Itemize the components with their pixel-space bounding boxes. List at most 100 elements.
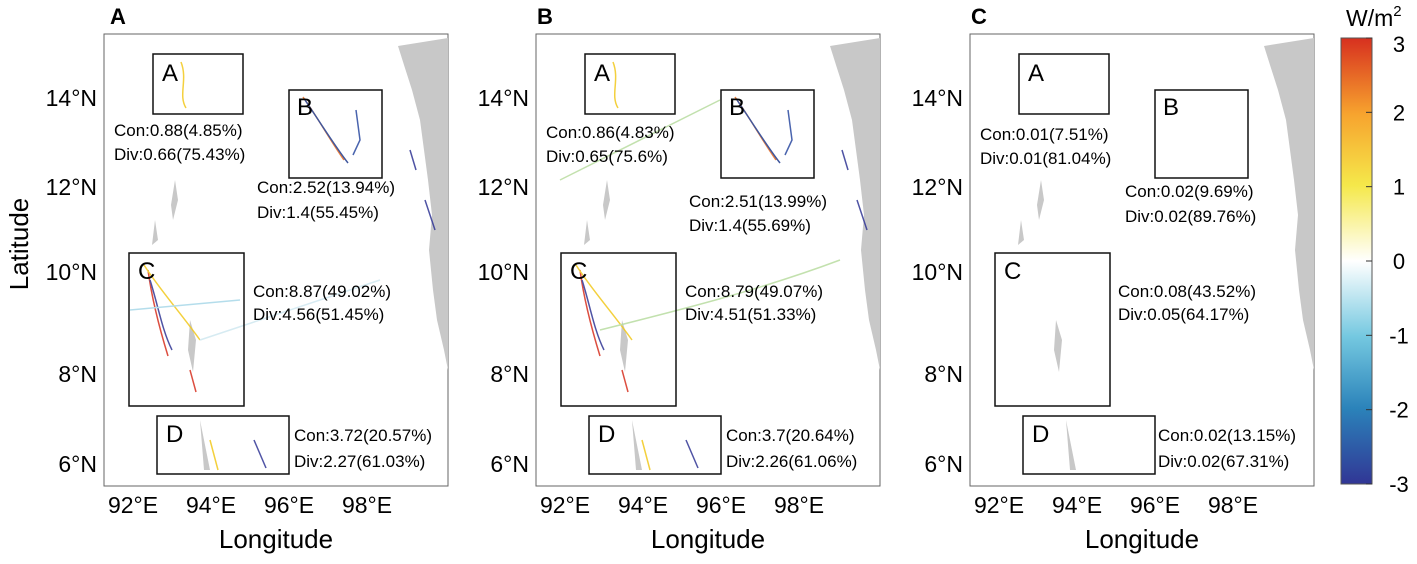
y-tick: 6°N	[58, 451, 97, 477]
y-tick: 12°N	[46, 174, 97, 200]
region-box-d	[588, 415, 722, 475]
x-tick: 96°E	[696, 492, 746, 518]
y-tick: 14°N	[912, 85, 963, 111]
region-box-c	[128, 252, 245, 407]
region-box-a-label: A	[594, 60, 610, 87]
region-box-c	[560, 252, 677, 407]
y-axis-title: Latitude	[4, 198, 34, 291]
colorbar-tick-label: 3	[1393, 32, 1405, 57]
stat-d-con: Con:3.72(20.57%)	[294, 426, 432, 445]
stat-a-con: Con:0.01(7.51%)	[980, 125, 1109, 144]
region-box-b-label: B	[297, 94, 313, 121]
y-tick: 12°N	[478, 174, 529, 200]
stat-d-con: Con:3.7(20.64%)	[726, 426, 855, 445]
region-box-d-label: D	[1032, 421, 1049, 448]
region-box-b-label: B	[729, 94, 745, 121]
x-tick: 98°E	[342, 492, 392, 518]
stat-b-con: Con:2.52(13.94%)	[257, 178, 395, 197]
region-box-b-label: B	[1163, 94, 1179, 121]
x-axis-title: Longitude	[1085, 524, 1199, 554]
region-box-d	[1022, 415, 1156, 475]
x-tick: 98°E	[774, 492, 824, 518]
colorbar-tick-label: 2	[1393, 100, 1405, 125]
region-box-a-label: A	[1028, 60, 1044, 87]
stat-d-div: Div:2.27(61.03%)	[294, 452, 425, 471]
y-tick: 14°N	[478, 85, 529, 111]
region-box-c-label: C	[570, 258, 587, 285]
x-tick: 92°E	[974, 492, 1024, 518]
colorbar-unit-sup: 2	[1393, 3, 1401, 20]
stat-d-div: Div:0.02(67.31%)	[1158, 452, 1289, 471]
map-frame	[535, 33, 881, 487]
stat-c-div: Div:4.51(51.33%)	[685, 305, 816, 324]
stat-c-con: Con:0.08(43.52%)	[1118, 282, 1256, 301]
y-tick: 8°N	[58, 361, 97, 387]
region-box-b	[288, 89, 383, 179]
colorbar-tick-label: -1	[1389, 323, 1409, 348]
island-chain	[152, 180, 210, 470]
colorbar-unit: W/m2	[1346, 3, 1402, 31]
x-tick: 98°E	[1208, 492, 1258, 518]
island-chain	[1018, 180, 1076, 470]
stat-a-div: Div:0.01(81.04%)	[980, 149, 1111, 168]
stat-a-con: Con:0.88(4.85%)	[114, 121, 243, 140]
stat-b-div: Div:1.4(55.69%)	[689, 216, 811, 235]
region-box-c-label: C	[1004, 258, 1021, 285]
colorbar-tick-label: 0	[1393, 249, 1405, 274]
colorbar-unit-base: W/m	[1346, 5, 1393, 31]
region-box-c	[994, 252, 1111, 407]
y-tick: 10°N	[478, 259, 529, 285]
colorbar-tick-label: -2	[1389, 398, 1409, 423]
x-axis-title: Longitude	[219, 524, 333, 554]
stat-a-div: Div:0.66(75.43%)	[114, 145, 245, 164]
colorbar-tick-label: 1	[1393, 175, 1405, 200]
field-signal	[559, 61, 868, 471]
stat-a-div: Div:0.65(75.6%)	[546, 147, 668, 166]
stat-b-con: Con:0.02(9.69%)	[1125, 182, 1254, 201]
colorbar-tick-label: -3	[1389, 472, 1409, 497]
x-tick: 94°E	[186, 492, 236, 518]
region-box-d-label: D	[598, 421, 615, 448]
region-box-a	[152, 53, 244, 115]
x-tick: 94°E	[618, 492, 668, 518]
x-tick: 96°E	[264, 492, 314, 518]
region-box-b	[720, 89, 815, 179]
x-tick: 92°E	[540, 492, 590, 518]
y-tick: 14°N	[46, 85, 97, 111]
region-box-c-label: C	[138, 258, 155, 285]
region-box-a	[584, 53, 676, 115]
y-tick: 8°N	[490, 361, 529, 387]
stat-d-div: Div:2.26(61.06%)	[726, 452, 857, 471]
panel-c: C A B C D Con:0.01(7.51%) Div:0.01(81.04…	[912, 4, 1315, 554]
stat-c-div: Div:0.05(64.17%)	[1118, 305, 1249, 324]
x-tick: 92°E	[108, 492, 158, 518]
y-tick: 10°N	[912, 259, 963, 285]
panel-label: A	[110, 4, 126, 29]
y-tick: 10°N	[46, 259, 97, 285]
region-box-b	[1154, 89, 1249, 179]
y-tick: 8°N	[924, 361, 963, 387]
coastline-land	[1264, 38, 1314, 370]
map-frame	[969, 33, 1315, 487]
region-box-a	[1018, 53, 1110, 115]
y-tick: 6°N	[490, 451, 529, 477]
colorbar-ticks: 3 2 1 0 -1 -2 -3	[1366, 32, 1409, 497]
y-tick: 12°N	[912, 174, 963, 200]
panel-label: C	[971, 4, 987, 29]
stat-d-con: Con:0.02(13.15%)	[1158, 426, 1296, 445]
x-tick: 94°E	[1052, 492, 1102, 518]
stat-c-con: Con:8.79(49.07%)	[685, 282, 823, 301]
region-box-d	[156, 415, 290, 475]
x-axis-title: Longitude	[651, 524, 765, 554]
panel-b: B A B C D Con:0.86(4.83%) Div:0.6	[478, 4, 881, 554]
panel-a: A A B C D Con:0.8	[46, 4, 449, 554]
stat-b-div: Div:1.4(55.45%)	[257, 203, 379, 222]
stat-b-con: Con:2.51(13.99%)	[689, 192, 827, 211]
stat-c-con: Con:8.87(49.02%)	[253, 282, 391, 301]
coastline-land	[398, 38, 448, 370]
panel-label: B	[537, 4, 553, 29]
y-tick: 6°N	[924, 451, 963, 477]
stat-b-div: Div:0.02(89.76%)	[1125, 207, 1256, 226]
